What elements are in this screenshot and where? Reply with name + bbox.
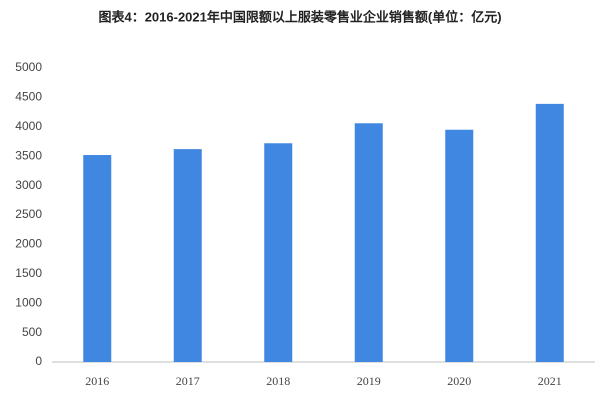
bar [264, 143, 293, 362]
y-tick-label: 1000 [15, 295, 42, 309]
x-tick-label: 2020 [447, 374, 471, 388]
x-tick-label: 2018 [266, 374, 290, 388]
y-tick-label: 3000 [15, 178, 42, 192]
bar [445, 129, 474, 362]
y-tick-label: 2000 [15, 237, 42, 251]
y-tick-label: 3500 [15, 148, 42, 162]
x-tick-label: 2016 [85, 374, 109, 388]
bar [173, 149, 202, 362]
chart-title: 图表4：2016-2021年中国限额以上服装零售业企业销售额(单位：亿元) [98, 9, 501, 24]
y-tick-label: 0 [35, 354, 42, 368]
bar [535, 103, 564, 363]
bar [83, 155, 112, 362]
x-tick-label: 2017 [176, 374, 200, 388]
y-tick-label: 2500 [15, 207, 42, 221]
y-tick-label: 4500 [15, 90, 42, 104]
bar [354, 123, 383, 362]
y-tick-label: 500 [22, 325, 42, 339]
y-tick-label: 5000 [15, 60, 42, 74]
y-tick-label: 1500 [15, 266, 42, 280]
x-tick-label: 2021 [538, 374, 562, 388]
y-tick-label: 4000 [15, 119, 42, 133]
x-tick-label: 2019 [357, 374, 381, 388]
